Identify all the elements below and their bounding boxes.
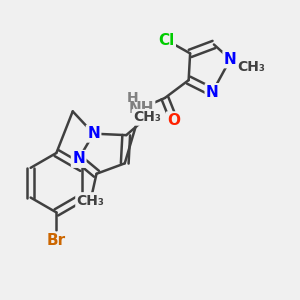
Text: CH₃: CH₃ xyxy=(237,60,265,74)
Text: N: N xyxy=(87,126,100,141)
Text: Cl: Cl xyxy=(158,32,175,47)
Text: CH₃: CH₃ xyxy=(76,194,104,208)
Text: O: O xyxy=(167,113,180,128)
Text: CH₃: CH₃ xyxy=(133,110,161,124)
Text: N: N xyxy=(72,152,85,166)
Text: N: N xyxy=(224,52,237,67)
Text: N: N xyxy=(206,85,219,100)
Text: Br: Br xyxy=(47,233,66,248)
Text: NH: NH xyxy=(128,101,154,116)
Text: H: H xyxy=(126,91,138,105)
